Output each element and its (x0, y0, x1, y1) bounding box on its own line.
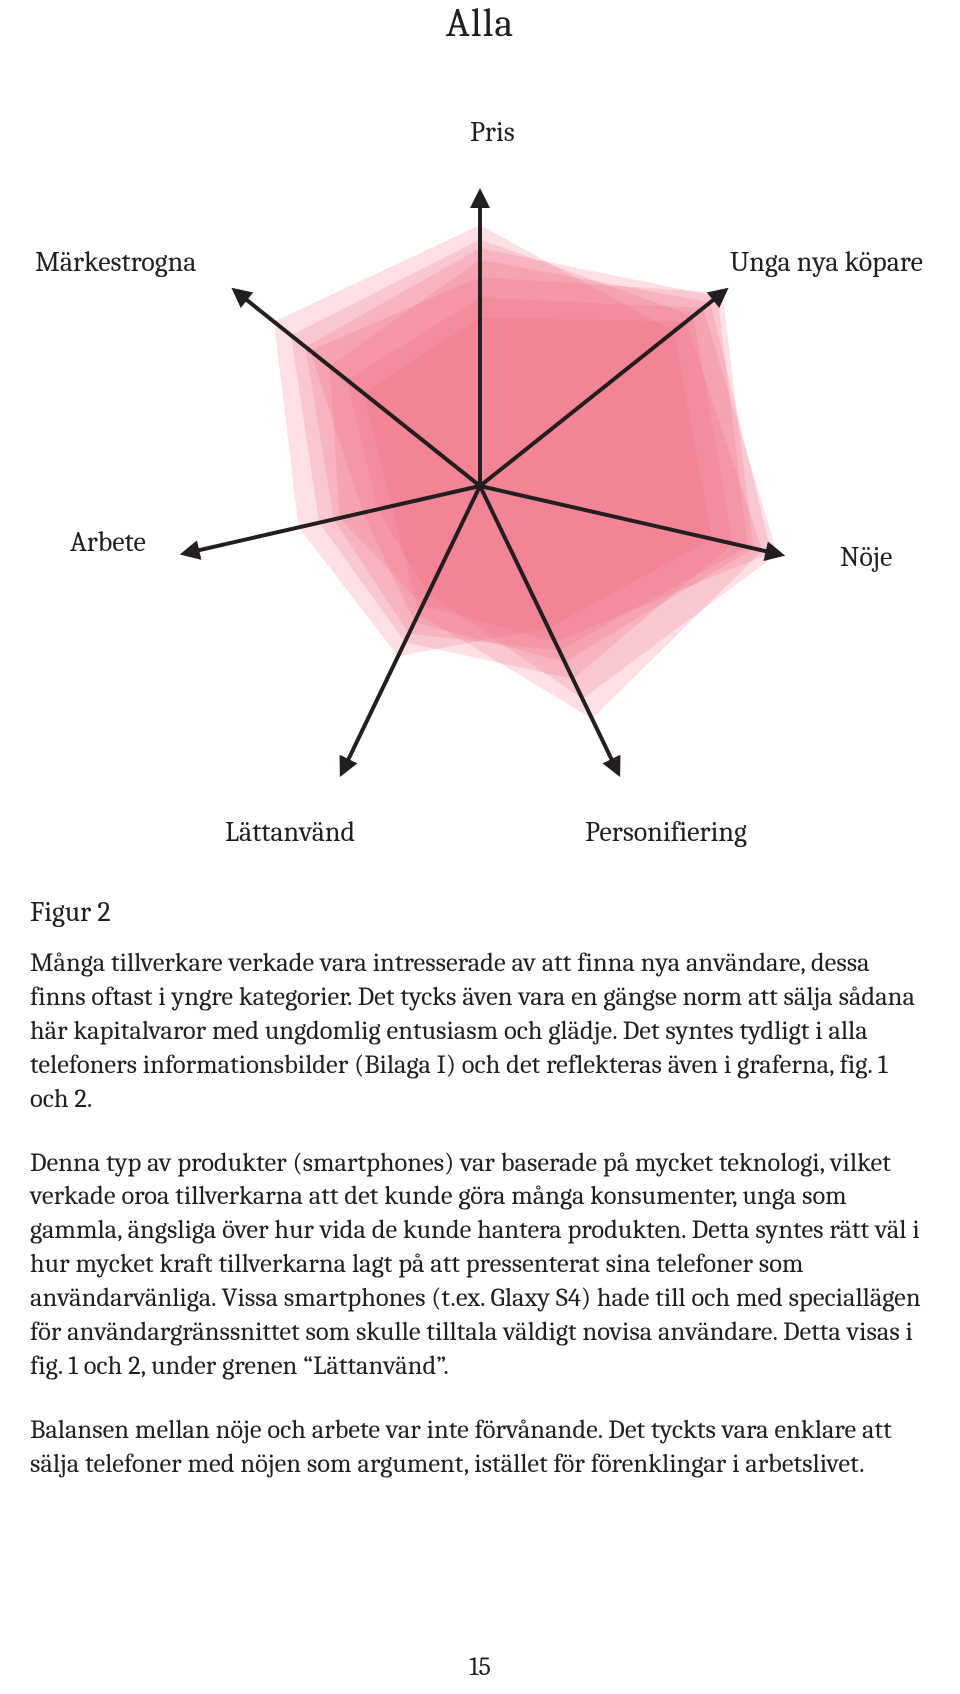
radar-chart: Pris Unga nya köpare Nöje Personifiering… (30, 46, 930, 886)
radar-svg (30, 46, 930, 886)
page-number: 15 (0, 1652, 960, 1682)
axis-label-lattanvand: Lättanvänd (225, 816, 355, 848)
paragraph-2: Denna typ av produkter (smartphones) var… (30, 1146, 930, 1383)
chart-title: Alla (30, 0, 930, 46)
axis-label-markestrogna: Märkestrogna (35, 246, 196, 278)
axis-label-arbete: Arbete (70, 526, 146, 558)
paragraph-3: Balansen mellan nöje och arbete var inte… (30, 1413, 930, 1481)
axis-label-noje: Nöje (840, 541, 892, 573)
body-text: Många tillverkare verkade vara intresser… (30, 946, 930, 1481)
axis-label-unga-nya-kopare: Unga nya köpare (730, 246, 923, 278)
paragraph-1: Många tillverkare verkade vara intresser… (30, 946, 930, 1116)
axis-label-pris: Pris (470, 116, 515, 148)
figure-label: Figur 2 (30, 896, 930, 928)
axis-label-personifiering: Personifiering (585, 816, 747, 848)
